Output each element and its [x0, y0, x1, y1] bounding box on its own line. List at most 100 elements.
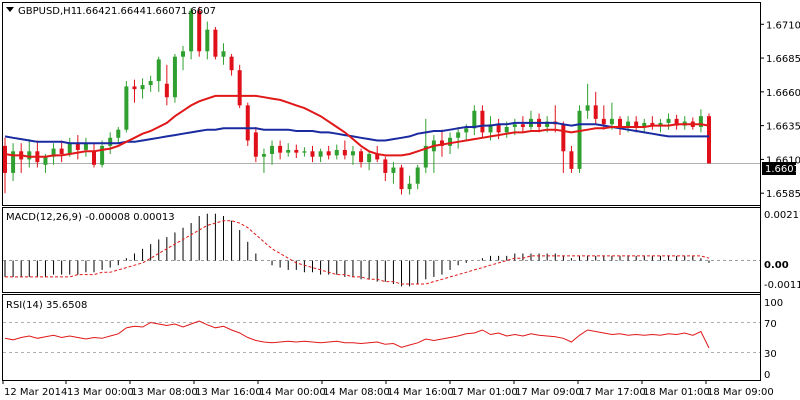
- candle-body: [504, 126, 509, 133]
- candle: [140, 78, 145, 99]
- price-axis: 1.6710 1.6685 1.6660 1.6635 1.6610 1.6585: [760, 20, 800, 200]
- candle-body: [626, 121, 631, 127]
- rsi-tick-30: 30: [764, 349, 777, 360]
- time-tick-label: 18 Mar 09:00: [707, 387, 774, 398]
- time-tick-label: 17 Mar 01:00: [451, 387, 518, 398]
- rsi-tick-100: 100: [764, 298, 783, 309]
- candle-body: [545, 121, 550, 127]
- candle: [642, 118, 647, 133]
- candle-body: [140, 85, 145, 90]
- candle-body: [561, 124, 566, 152]
- candle-body: [342, 149, 347, 156]
- candle: [423, 118, 428, 173]
- candle: [148, 75, 153, 92]
- candle: [11, 143, 16, 182]
- candle: [609, 102, 614, 130]
- candle: [51, 143, 56, 165]
- candle: [205, 21, 210, 60]
- candle: [92, 143, 97, 168]
- candle: [472, 105, 477, 136]
- candle-body: [116, 129, 121, 138]
- candle-body: [156, 59, 161, 82]
- candle: [270, 140, 275, 165]
- candle-body: [423, 145, 428, 168]
- candle: [650, 116, 655, 130]
- candle-body: [245, 105, 250, 141]
- time-tick-label: 13 Mar 08:00: [131, 387, 198, 398]
- candle: [253, 126, 258, 163]
- candle: [617, 116, 622, 136]
- macd-axis: 0.00217 0.00 -0.00118: [764, 210, 800, 291]
- candle-body: [229, 56, 234, 71]
- candle: [229, 54, 234, 76]
- candle: [164, 64, 169, 106]
- time-tick-label: 14 Mar 00:00: [259, 387, 326, 398]
- ma-slow-line: [4, 121, 709, 145]
- candle-body: [464, 128, 469, 133]
- ma-fast-line: [4, 94, 710, 158]
- candle: [100, 140, 105, 168]
- candle: [350, 145, 355, 165]
- macd-tick-zero: 0.00: [764, 260, 789, 271]
- candle-body: [294, 149, 299, 153]
- candle-body: [488, 124, 493, 133]
- macd-tick-top: 0.00217: [764, 210, 800, 221]
- candle-body: [407, 183, 412, 190]
- candle: [334, 144, 339, 160]
- candle: [326, 145, 331, 160]
- rsi-tick-70: 70: [764, 319, 777, 330]
- ohlc-open: 1.6642: [76, 6, 111, 17]
- candle-body: [658, 122, 663, 126]
- candle-body: [634, 121, 639, 127]
- candle-body: [164, 83, 169, 98]
- candle-body: [213, 29, 218, 57]
- candle-body: [302, 151, 307, 153]
- candle: [75, 135, 80, 160]
- candle: [593, 91, 598, 125]
- candle-body: [205, 29, 210, 52]
- candle-body: [75, 143, 80, 150]
- candle-body: [286, 149, 291, 153]
- candle: [83, 137, 88, 157]
- ohlc-high: 1.6644: [111, 6, 146, 17]
- time-tick-label: 17 Mar 17:00: [579, 387, 646, 398]
- candle: [261, 148, 266, 173]
- candle-body: [593, 105, 598, 119]
- candle: [237, 64, 242, 109]
- candle: [585, 83, 590, 119]
- time-tick-label: 18 Mar 01:00: [643, 387, 710, 398]
- time-axis: 12 Mar 2014 13 Mar 00:0013 Mar 08:0013 Ma…: [2, 380, 774, 398]
- candle: [439, 129, 444, 157]
- macd-label: MACD(12,26,9) -0.00008 0.00013: [6, 212, 175, 223]
- candle: [698, 109, 703, 133]
- candle: [197, 6, 202, 57]
- candle-body: [367, 154, 372, 163]
- candle-body: [439, 140, 444, 146]
- candle-body: [67, 143, 72, 154]
- candle: [480, 105, 485, 138]
- candle-body: [601, 118, 606, 125]
- ohlc-low: 1.6607: [146, 6, 181, 17]
- candle-body: [261, 154, 266, 157]
- candle: [245, 102, 250, 146]
- time-tick-label: 12 Mar 2014: [4, 387, 67, 398]
- candle-body: [707, 116, 711, 164]
- time-tick-label: 17 Mar 09:00: [515, 387, 582, 398]
- candle-body: [577, 110, 582, 169]
- candle-body: [51, 148, 56, 157]
- candle-body: [237, 70, 242, 106]
- candle: [213, 26, 218, 60]
- candle: [359, 148, 364, 168]
- candle: [132, 79, 137, 103]
- candle-body: [383, 159, 388, 173]
- candle-body: [399, 167, 404, 190]
- candle-body: [253, 132, 258, 157]
- candle-body: [650, 122, 655, 126]
- rsi-panel: [2, 294, 761, 381]
- candle: [577, 105, 582, 173]
- candle: [59, 140, 64, 163]
- candle-body: [124, 86, 129, 130]
- candle-body: [456, 132, 461, 138]
